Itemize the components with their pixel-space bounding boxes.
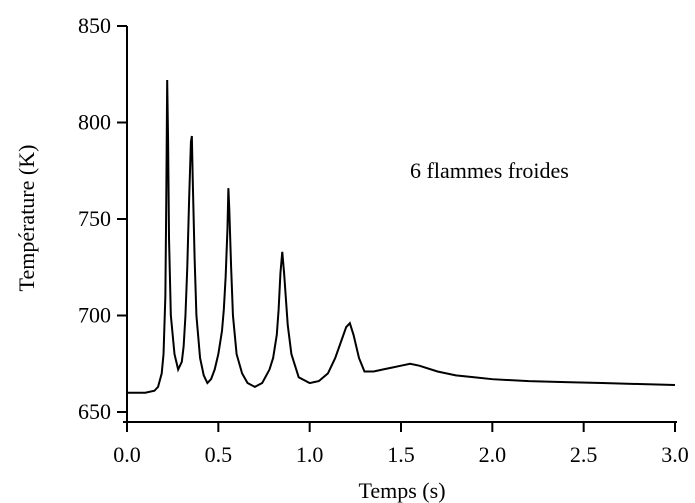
tick-labels: 0.0 0.5 1.0 1.5 2.0 2.5 3.0 650 700 750 800 850 xyxy=(78,13,689,467)
x-tick-label: 1.5 xyxy=(387,442,415,467)
y-tick-label: 850 xyxy=(78,13,111,38)
y-axis-title: Température (K) xyxy=(14,145,39,292)
y-tick-label: 750 xyxy=(78,206,111,231)
x-tick-label: 3.0 xyxy=(661,442,689,467)
x-tick-label: 0.5 xyxy=(205,442,233,467)
x-tick-label: 1.0 xyxy=(296,442,324,467)
y-tick-label: 650 xyxy=(78,399,111,424)
y-tick-label: 700 xyxy=(78,303,111,328)
y-tick-label: 800 xyxy=(78,110,111,135)
temperature-line xyxy=(127,80,676,394)
x-tick-label: 2.0 xyxy=(479,442,507,467)
ticks xyxy=(117,25,676,432)
annotation-label: 6 flammes froides xyxy=(410,158,569,183)
x-tick-label: 0.0 xyxy=(113,442,141,467)
axes xyxy=(123,26,677,423)
x-tick-label: 2.5 xyxy=(570,442,598,467)
x-axis-title: Temps (s) xyxy=(358,478,445,503)
